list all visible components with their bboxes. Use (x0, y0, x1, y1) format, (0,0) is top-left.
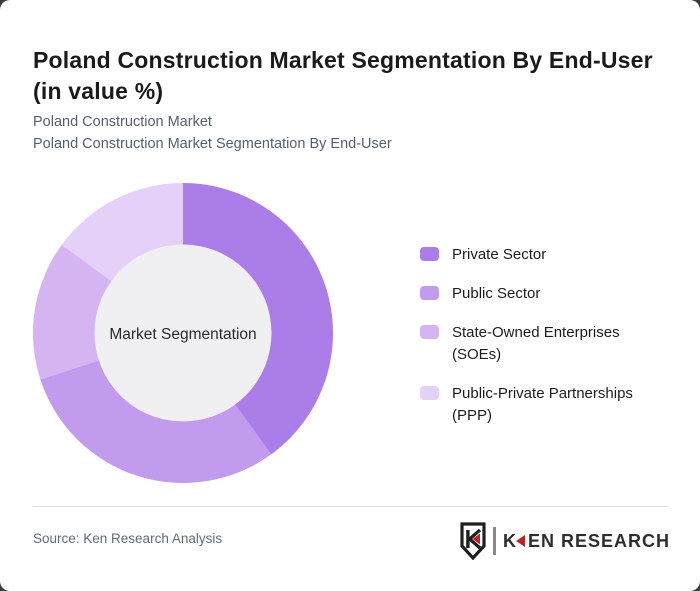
legend-swatch-ppp (420, 386, 439, 400)
footer-divider (33, 506, 667, 507)
donut-center-circle (94, 244, 272, 422)
legend-item-public-sector: Public Sector (420, 283, 670, 305)
legend: Private Sector Public Sector State-Owned… (420, 244, 670, 427)
legend-label: Private Sector (452, 246, 547, 263)
red-triangle-icon (515, 535, 525, 547)
legend-swatch-public-sector (420, 286, 439, 300)
ken-research-logo: K EN RESEARCH (460, 521, 670, 561)
donut-segment-0 (183, 183, 333, 455)
source-text: Source: Ken Research Analysis (33, 531, 223, 546)
legend-item-ppp: Public-Private Partnerships (PPP) (420, 383, 670, 427)
legend-label: Public Sector (452, 285, 541, 302)
ken-research-wordmark: K EN RESEARCH (502, 530, 670, 551)
chart-title: Poland Construction Market Segmentation … (33, 47, 653, 105)
donut-svg: Market Segmentation (33, 183, 333, 483)
donut-segment-1 (40, 360, 272, 483)
legend-item-soes: State-Owned Enterprises (SOEs) (420, 322, 670, 366)
ken-research-shield-icon (460, 522, 487, 560)
donut-chart: Market Segmentation (18, 168, 348, 498)
legend-swatch-soes (420, 325, 439, 339)
legend-swatch-private-sector (420, 247, 439, 261)
legend-label: State-Owned Enterprises (SOEs) (452, 324, 620, 363)
legend-item-private-sector: Private Sector (420, 244, 670, 266)
donut-segment-3 (61, 183, 184, 282)
legend-label: Public-Private Partnerships (PPP) (452, 385, 633, 424)
subtitle-line-2: Poland Construction Market Segmentation … (33, 135, 392, 152)
donut-center-label: Market Segmentation (109, 326, 256, 343)
logo-separator (493, 527, 496, 555)
subtitle-line-1: Poland Construction Market (33, 114, 212, 130)
donut-segment-2 (33, 244, 112, 380)
chart-subtitle: Poland Construction Market Poland Constr… (33, 112, 392, 155)
